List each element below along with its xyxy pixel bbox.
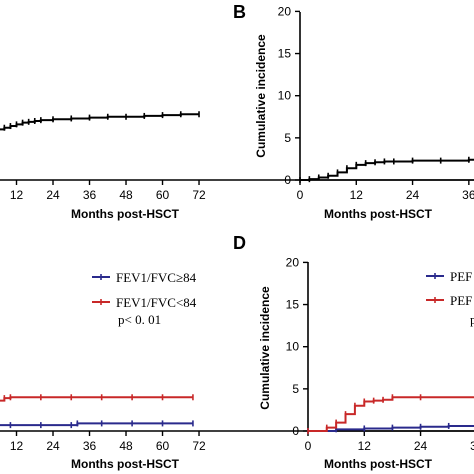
chart-panel-b: 01224364805101520Months post-HSCTCumulat… bbox=[233, 2, 474, 221]
y-tick-label: 15 bbox=[286, 298, 300, 312]
x-tick-label: 24 bbox=[46, 439, 60, 453]
legend-label: FEV1/FVC<84 bbox=[116, 295, 197, 310]
chart-panel-c: 12 24 36 48 60 72 Months post-HSCT FEV1/FVC≥84 F… bbox=[0, 270, 474, 471]
x-tick-label: 36 bbox=[83, 439, 97, 453]
y-tick-label: 10 bbox=[286, 340, 300, 354]
legend-label: PEF bbox=[450, 293, 472, 308]
x-tick-label: 36 bbox=[470, 439, 474, 453]
x-axis-label: Months post-HSCT bbox=[71, 457, 180, 471]
x-axis-label: Months post-HSCT bbox=[324, 207, 433, 221]
y-tick-label: 5 bbox=[292, 382, 299, 396]
legend-label: PEF bbox=[450, 269, 472, 284]
x-tick-label: 24 bbox=[406, 188, 420, 202]
chart-panel-d: 01224364805101520Months post-HSCTCumulat… bbox=[233, 233, 474, 471]
y-tick-label: 15 bbox=[278, 47, 292, 61]
series-line bbox=[300, 158, 474, 181]
x-tick-label: 36 bbox=[462, 188, 474, 202]
y-tick-label: 0 bbox=[292, 424, 299, 438]
p-value-annotation: p< 0. 01 bbox=[118, 312, 161, 327]
x-tick-label: 24 bbox=[414, 439, 428, 453]
x-tick-label: 12 bbox=[10, 188, 24, 202]
y-axis-label: Cumulative incidence bbox=[254, 34, 268, 158]
panel-label: D bbox=[233, 233, 246, 253]
series-line bbox=[0, 422, 193, 427]
x-tick-label: 12 bbox=[10, 439, 24, 453]
chart-panel-a: 12 24 36 48 60 72 Months post-HSCT bbox=[0, 111, 474, 221]
x-tick-label: 72 bbox=[192, 439, 206, 453]
y-tick-label: 20 bbox=[278, 4, 292, 18]
series-line bbox=[0, 113, 200, 131]
x-axis-label: Months post-HSCT bbox=[71, 207, 180, 221]
x-tick-label: 0 bbox=[297, 188, 304, 202]
x-axis-label: Months post-HSCT bbox=[324, 457, 433, 471]
y-tick-label: 20 bbox=[286, 255, 300, 269]
panel-label: B bbox=[233, 2, 246, 22]
y-axis-label: Cumulative incidence bbox=[258, 286, 272, 410]
x-tick-label: 24 bbox=[46, 188, 60, 202]
x-tick-label: 48 bbox=[119, 439, 133, 453]
x-tick-label: 36 bbox=[83, 188, 97, 202]
x-tick-label: 48 bbox=[119, 188, 133, 202]
legend-label: FEV1/FVC≥84 bbox=[116, 270, 197, 285]
x-tick-label: 60 bbox=[156, 188, 170, 202]
y-tick-label: 10 bbox=[278, 89, 292, 103]
x-tick-label: 12 bbox=[350, 188, 364, 202]
x-tick-label: 0 bbox=[305, 439, 312, 453]
x-tick-label: 12 bbox=[358, 439, 372, 453]
x-tick-label: 60 bbox=[156, 439, 170, 453]
series-line bbox=[0, 396, 193, 402]
x-tick-label: 72 bbox=[192, 188, 206, 202]
y-tick-label: 0 bbox=[284, 173, 291, 187]
p-value-annotation: p bbox=[470, 312, 474, 327]
y-tick-label: 5 bbox=[284, 131, 291, 145]
